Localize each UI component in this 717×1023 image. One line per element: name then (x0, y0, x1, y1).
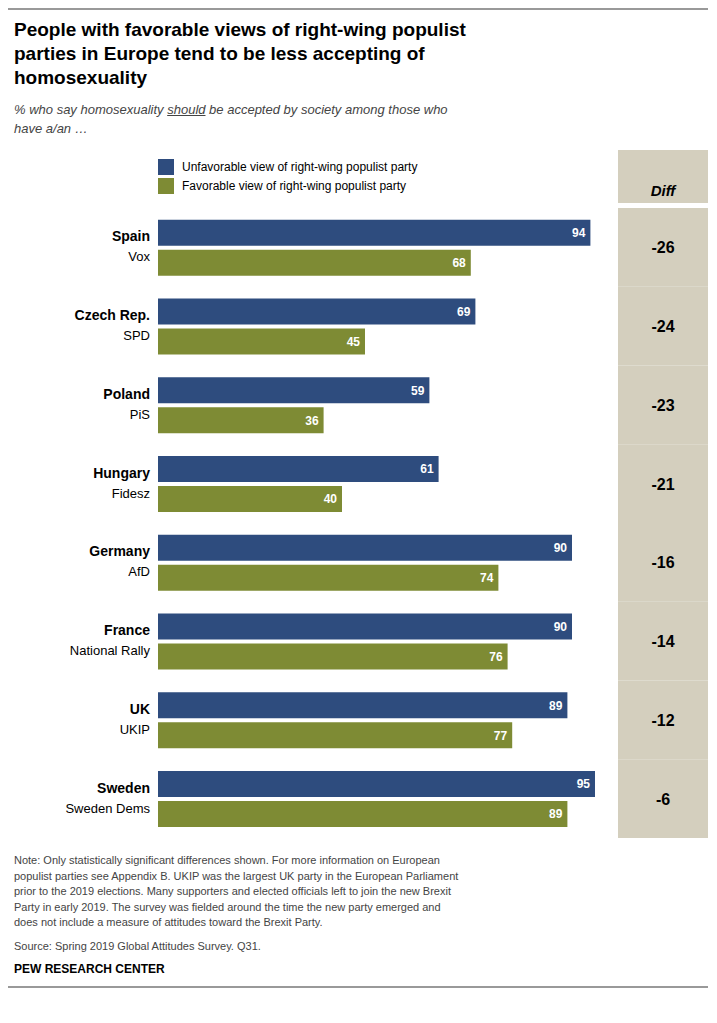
html-text:People with favorable views of: People with favorable views of right-win… (14, 19, 466, 88)
svg-text:Spain: Spain (112, 228, 150, 244)
svg-text:77: 77 (494, 729, 508, 743)
svg-text:UK: UK (130, 701, 150, 717)
html-text:Diff: Diff (650, 182, 676, 199)
svg-text:69: 69 (457, 305, 471, 319)
svg-text:AfD: AfD (128, 564, 150, 579)
svg-text:94: 94 (572, 226, 586, 240)
svg-text:-23: -23 (651, 397, 674, 414)
html-text:Note: Only statistically signi: Note: Only statistically significant dif… (14, 854, 459, 928)
svg-text:-12: -12 (651, 712, 674, 729)
svg-text:Poland: Poland (103, 386, 150, 402)
svg-text:-21: -21 (651, 476, 674, 493)
svg-text:74: 74 (480, 571, 494, 585)
svg-text:61: 61 (420, 462, 434, 476)
html-text:Favorable view of right-wing p: Favorable view of right-wing populist pa… (182, 179, 407, 193)
svg-text:Germany: Germany (89, 543, 150, 559)
svg-text:France: France (104, 622, 150, 638)
svg-text:PiS: PiS (130, 407, 151, 422)
svg-text:40: 40 (324, 492, 338, 506)
svg-text:89: 89 (549, 807, 563, 821)
svg-text:89: 89 (549, 699, 563, 713)
svg-text:59: 59 (411, 384, 425, 398)
html-text:% who say homosexuality should: % who say homosexuality should be accept… (14, 102, 448, 117)
svg-text:SPD: SPD (123, 328, 150, 343)
svg-text:Czech Rep.: Czech Rep. (75, 307, 150, 323)
svg-text:90: 90 (554, 541, 568, 555)
svg-text:76: 76 (489, 650, 503, 664)
svg-text:-26: -26 (651, 239, 674, 256)
svg-text:68: 68 (452, 256, 466, 270)
svg-text:Fidesz: Fidesz (112, 486, 150, 501)
svg-text:45: 45 (347, 335, 361, 349)
svg-text:-6: -6 (656, 791, 670, 808)
svg-text:Sweden Dems: Sweden Dems (65, 801, 150, 816)
svg-text:-24: -24 (651, 318, 674, 335)
html-text:have a/an …: have a/an … (14, 121, 88, 136)
svg-text:Sweden: Sweden (97, 780, 150, 796)
svg-text:UKIP: UKIP (120, 722, 150, 737)
svg-text:36: 36 (305, 414, 319, 428)
svg-text:-14: -14 (651, 633, 674, 650)
svg-text:Hungary: Hungary (93, 465, 150, 481)
html-text:Source: Spring 2019 Global Att: Source: Spring 2019 Global Attitudes Sur… (14, 939, 261, 952)
html-text:PEW RESEARCH CENTER: PEW RESEARCH CENTER (14, 962, 165, 976)
svg-text:National Rally: National Rally (70, 643, 151, 658)
html-text:Unfavorable view of right-wing: Unfavorable view of right-wing populist … (182, 160, 418, 174)
svg-text:-16: -16 (651, 554, 674, 571)
svg-text:90: 90 (554, 620, 568, 634)
svg-text:95: 95 (577, 777, 591, 791)
svg-text:Vox: Vox (128, 249, 150, 264)
